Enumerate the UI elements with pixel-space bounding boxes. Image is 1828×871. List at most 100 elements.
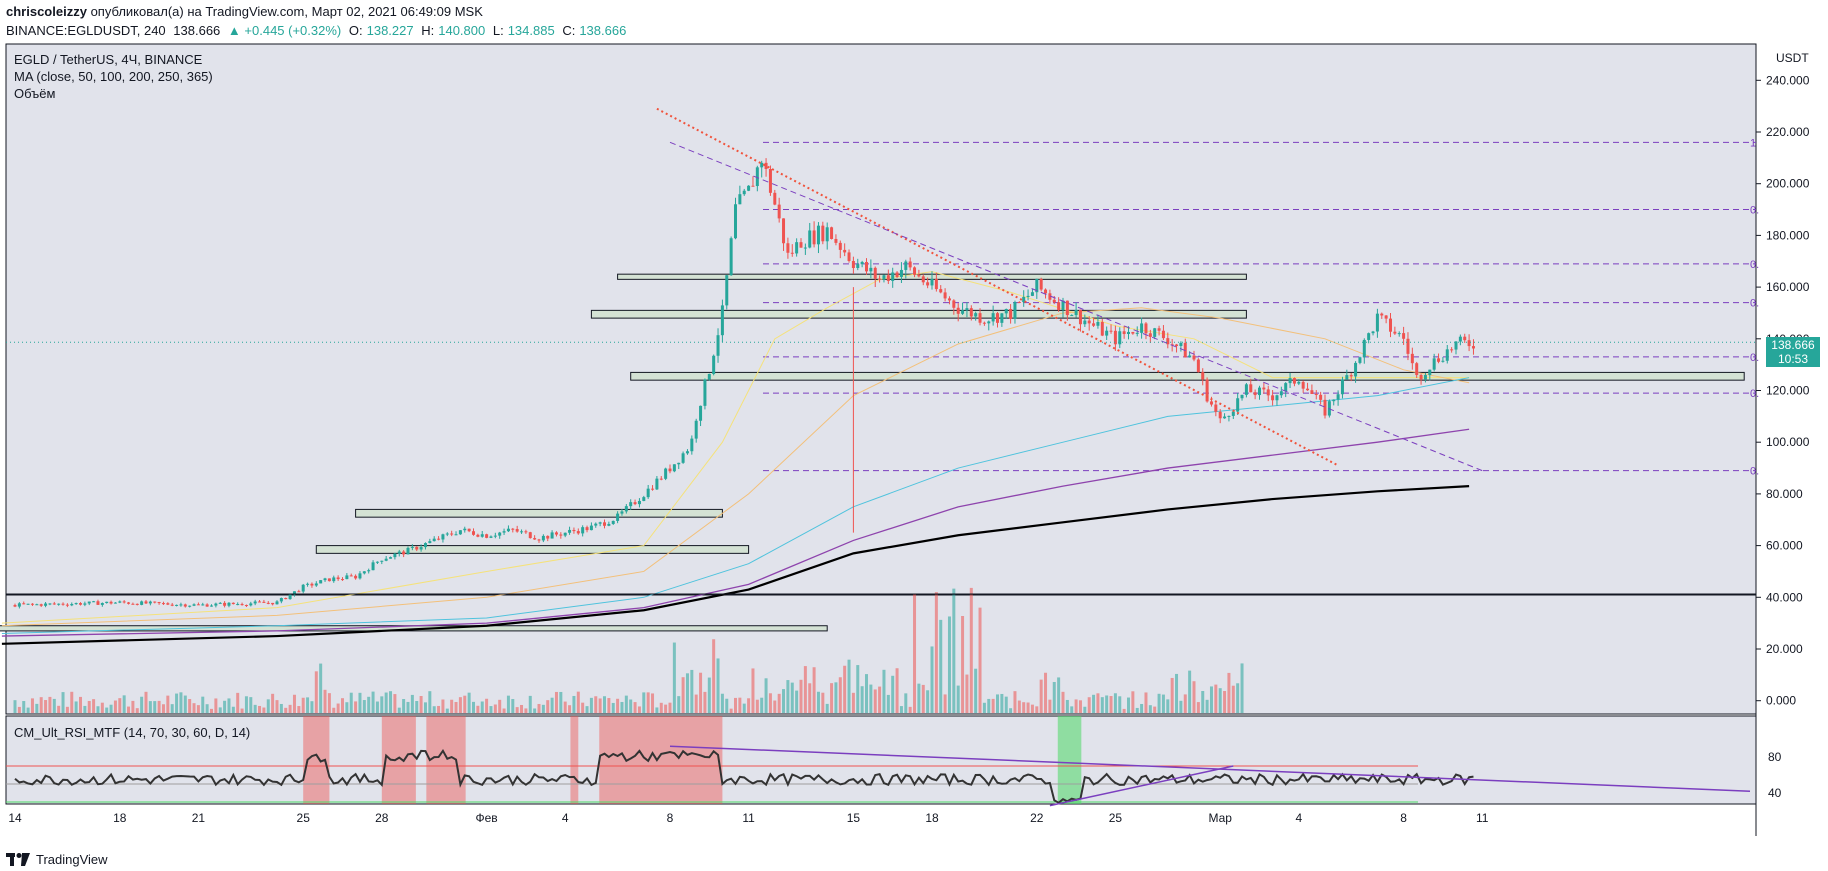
zone-box [315,545,750,554]
currency-label: USDT [1776,51,1809,65]
volume-bar [699,672,703,713]
volume-bar [87,700,91,713]
candle-body [349,575,353,577]
candle-body [978,313,982,323]
volume-bar [454,701,458,713]
volume-bar [472,701,475,713]
candle-body [258,601,262,603]
volume-bar [258,705,262,713]
volume-bar [240,708,244,713]
candle-body [1463,336,1467,341]
volume-bar [760,697,764,713]
legend-volume[interactable]: Объём [14,86,56,101]
y-tick-label: 200.000 [1766,177,1810,191]
legend-ma[interactable]: MA (close, 50, 100, 200, 250, 365) [14,69,213,84]
volume-bar [703,691,707,713]
volume-bar [485,698,489,713]
candle-body [1275,395,1279,401]
volume-bar [262,707,266,713]
candle-body [777,204,781,219]
volume-bar [1044,672,1048,713]
volume-bar [637,706,641,713]
candle-body [515,529,519,532]
y-tick-label: 40.000 [1766,590,1803,604]
candle-body [1179,342,1183,346]
volume-bar [380,696,384,713]
candle-body [1410,353,1414,364]
candle-body [135,603,139,605]
volume-bar [231,706,235,713]
volume-bar [642,692,646,713]
volume-bar [982,702,986,713]
volume-bar [668,702,672,713]
candle-body [1196,359,1200,373]
volume-bar [297,706,301,713]
volume-bar [1013,691,1017,713]
volume-bar [764,678,768,713]
footer: TradingView [6,852,108,867]
volume-bar [336,703,340,713]
volume-bar [1039,679,1043,713]
candle-body [668,468,672,472]
candle-body [472,531,475,535]
volume-bar [127,706,131,713]
candle-body [332,577,336,582]
ma-line [1,485,1470,645]
volume-bar [930,646,934,713]
candle-body [1013,302,1017,319]
volume-bar [266,699,270,713]
volume-bar [747,698,751,713]
candle-body [1389,318,1392,332]
volume-bar [624,695,628,713]
volume-bar [1127,697,1130,713]
candle-body [1122,331,1126,335]
legend-title[interactable]: EGLD / TetherUS, 4Ч, BINANCE [14,52,203,67]
candle-body [428,541,432,544]
volume-bar [716,658,720,713]
candle-body [768,169,772,193]
ohlc-line: BINANCE:EGLDUSDT, 240 138.666 ▲ +0.445 (… [6,21,1816,40]
candle-body [205,604,209,607]
tradingview-logo-icon[interactable] [6,852,30,867]
candle-body [554,532,558,535]
candle-body [1231,411,1235,416]
candle-body [17,603,21,607]
candle-body [70,604,74,606]
volume-bar [506,695,510,713]
volume-bar [851,692,855,713]
rsi-legend[interactable]: CM_Ult_RSI_MTF (14, 70, 30, 60, D, 14) [14,725,251,740]
candle-body [1083,320,1087,325]
candle-body [1000,313,1004,323]
volume-bar [480,701,484,713]
candle-body [467,528,471,532]
candle-body [1236,398,1240,412]
footer-brand[interactable]: TradingView [36,852,108,867]
volume-bar [921,684,925,713]
candle-body [699,405,703,421]
fib-level-label: 0. [1750,352,1759,364]
candle-body [100,603,104,605]
volume-bar [751,668,755,713]
volume-bar [974,668,978,713]
candle-body [681,453,685,463]
candle-body [533,538,537,540]
candle-body [524,531,528,533]
candle-body [1048,293,1052,300]
candle-body [410,546,414,548]
author[interactable]: chriscoleizzy [6,4,87,19]
candle-body [223,602,227,606]
candle-body [1205,379,1209,402]
candle-body [734,204,737,239]
candle-body [1148,333,1152,337]
candle-body [380,560,384,562]
candle-body [847,252,851,261]
open-value: 138.227 [366,23,414,38]
candle-body [1402,333,1406,339]
volume-bar [528,695,532,713]
candle-body [520,531,524,533]
volume-bar [1214,684,1218,713]
candle-body [1192,355,1196,360]
volume-bar [725,698,729,713]
volume-bar [288,704,292,713]
x-tick-label: Мар [1208,811,1232,825]
